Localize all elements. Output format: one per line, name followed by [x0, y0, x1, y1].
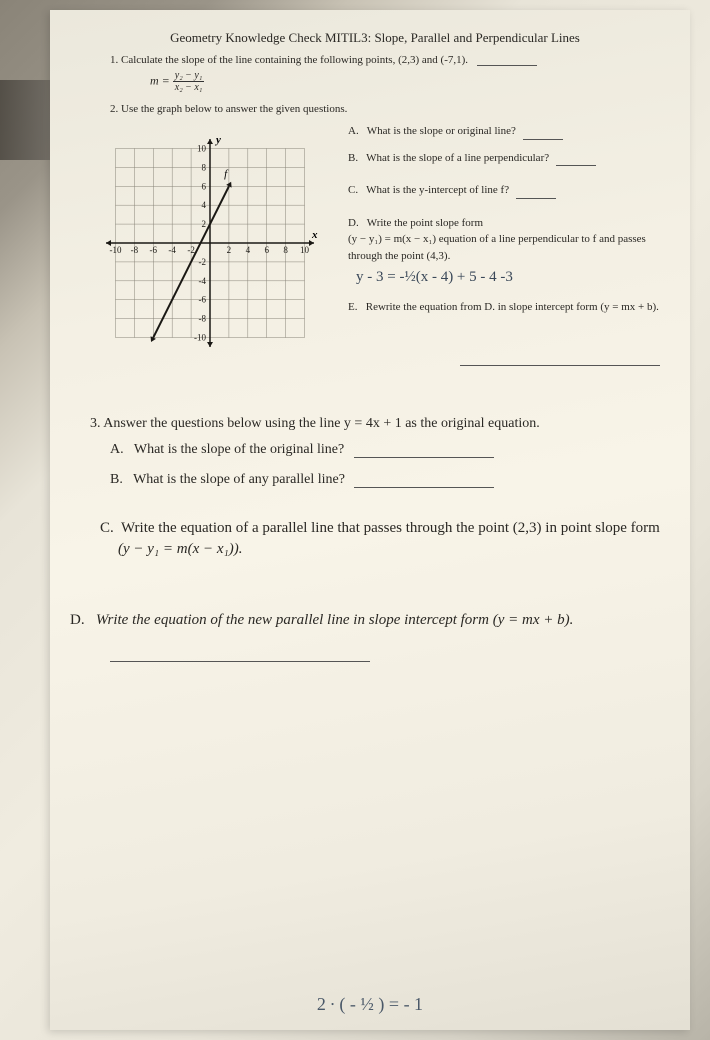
q2b-label: B. [348, 152, 358, 164]
q2d-label: D. [348, 217, 359, 229]
svg-text:-4: -4 [168, 245, 176, 255]
question-3: 3. Answer the questions below using the … [90, 416, 660, 432]
svg-text:10: 10 [197, 143, 207, 153]
q3a: A. What is the slope of the original lin… [110, 442, 660, 458]
formula-lhs: m = [150, 73, 170, 87]
q2e-answer-line [460, 365, 660, 366]
svg-text:-8: -8 [199, 314, 207, 324]
q2e-label: E. [348, 301, 357, 313]
q2c-label: C. [348, 184, 358, 196]
q2d-handwritten-answer: y - 3 = -½(x - 4) + 5 - 4 -3 [356, 266, 660, 289]
svg-text:2: 2 [227, 245, 232, 255]
q3c: C. Write the equation of a parallel line… [100, 518, 660, 560]
svg-text:8: 8 [202, 162, 207, 172]
q3d: D. Write the equation of the new paralle… [70, 610, 660, 631]
q2-text: Use the graph below to answer the given … [121, 103, 347, 115]
svg-text:-2: -2 [187, 245, 195, 255]
question-2-subparts: A. What is the slope or original line? B… [348, 123, 660, 366]
svg-text:x: x [311, 229, 318, 241]
svg-text:2: 2 [202, 219, 207, 229]
svg-text:-8: -8 [131, 245, 139, 255]
q3b-blank [354, 476, 494, 488]
q1-number: 1. [110, 54, 118, 66]
q3b-label: B. [110, 472, 123, 487]
slope-formula: m = y₂ − y₁ x₂ − x₁ [150, 70, 660, 93]
svg-text:4: 4 [202, 200, 207, 210]
svg-text:y: y [214, 134, 221, 146]
svg-text:6: 6 [264, 245, 269, 255]
q3d-answer-line [110, 661, 370, 662]
q1-text: Calculate the slope of the line containi… [121, 54, 468, 66]
q3-intro: Answer the questions below using the lin… [103, 416, 540, 431]
q3c-text: Write the equation of a parallel line th… [121, 520, 660, 536]
q3c-formula: (y − y₁ = m(x − x₁)). [118, 541, 243, 557]
q2c-blank [516, 198, 556, 199]
q2d-text2: (y − y₁) = m(x − x₁) equation of a line … [348, 233, 646, 262]
q3b: B. What is the slope of any parallel lin… [110, 472, 660, 488]
formula-fraction: y₂ − y₁ x₂ − x₁ [173, 70, 205, 93]
question-2: 2. Use the graph below to answer the giv… [110, 103, 660, 115]
bottom-handwriting: 2 ∙ ( - ½ ) = - 1 [317, 994, 423, 1015]
svg-text:-6: -6 [150, 245, 158, 255]
q2a-blank [523, 139, 563, 140]
q2b-blank [556, 165, 596, 166]
svg-text:-2: -2 [199, 257, 207, 267]
graph-and-questions-row: -10 -8 -6 -4 -2 2 4 6 8 10 -10 -8 -6 -4 -2 2 4 6 8 10 y x f A… [90, 123, 660, 366]
q2a-text: What is the slope or original line? [367, 125, 516, 137]
q3c-label: C. [100, 520, 114, 536]
q3-number: 3. [90, 416, 101, 431]
q2e: E. Rewrite the equation from D. in slope… [348, 299, 660, 316]
svg-text:4: 4 [246, 245, 251, 255]
formula-numerator: y₂ − y₁ [173, 70, 205, 82]
q3a-blank [354, 446, 494, 458]
q3b-text: What is the slope of any parallel line? [133, 472, 345, 487]
svg-text:8: 8 [283, 245, 288, 255]
svg-text:6: 6 [202, 181, 207, 191]
graph-svg: -10 -8 -6 -4 -2 2 4 6 8 10 -10 -8 -6 -4 -2 2 4 6 8 10 y x f [90, 123, 330, 363]
question-1: 1. Calculate the slope of the line conta… [110, 54, 660, 66]
q2a: A. What is the slope or original line? [348, 123, 660, 140]
q3d-label: D. [70, 612, 85, 628]
svg-text:-10: -10 [194, 333, 206, 343]
q3a-label: A. [110, 442, 124, 457]
q3a-text: What is the slope of the original line? [134, 442, 344, 457]
q2c: C. What is the y-intercept of line f? [348, 182, 660, 199]
worksheet-paper: Geometry Knowledge Check MITIL3: Slope, … [50, 10, 690, 1030]
q1-answer-blank [477, 65, 537, 66]
q2b: B. What is the slope of a line perpendic… [348, 150, 660, 167]
svg-text:-4: -4 [199, 276, 207, 286]
q2c-text: What is the y-intercept of line f? [366, 184, 509, 196]
q2e-text: Rewrite the equation from D. in slope in… [366, 301, 659, 313]
q3d-text: Write the equation of the new parallel l… [96, 612, 574, 628]
coordinate-graph: -10 -8 -6 -4 -2 2 4 6 8 10 -10 -8 -6 -4 -2 2 4 6 8 10 y x f [90, 123, 330, 363]
q2d: D. Write the point slope form (y − y₁) =… [348, 215, 660, 289]
svg-text:-6: -6 [199, 295, 207, 305]
svg-text:10: 10 [300, 245, 310, 255]
worksheet-title: Geometry Knowledge Check MITIL3: Slope, … [90, 30, 660, 46]
svg-text:-10: -10 [109, 245, 121, 255]
q2b-text: What is the slope of a line perpendicula… [366, 152, 549, 164]
formula-denominator: x₂ − x₁ [173, 82, 205, 93]
q2a-label: A. [348, 125, 359, 137]
q2-number: 2. [110, 103, 118, 115]
q2d-text1: Write the point slope form [367, 217, 483, 229]
svg-text:f: f [224, 168, 229, 180]
